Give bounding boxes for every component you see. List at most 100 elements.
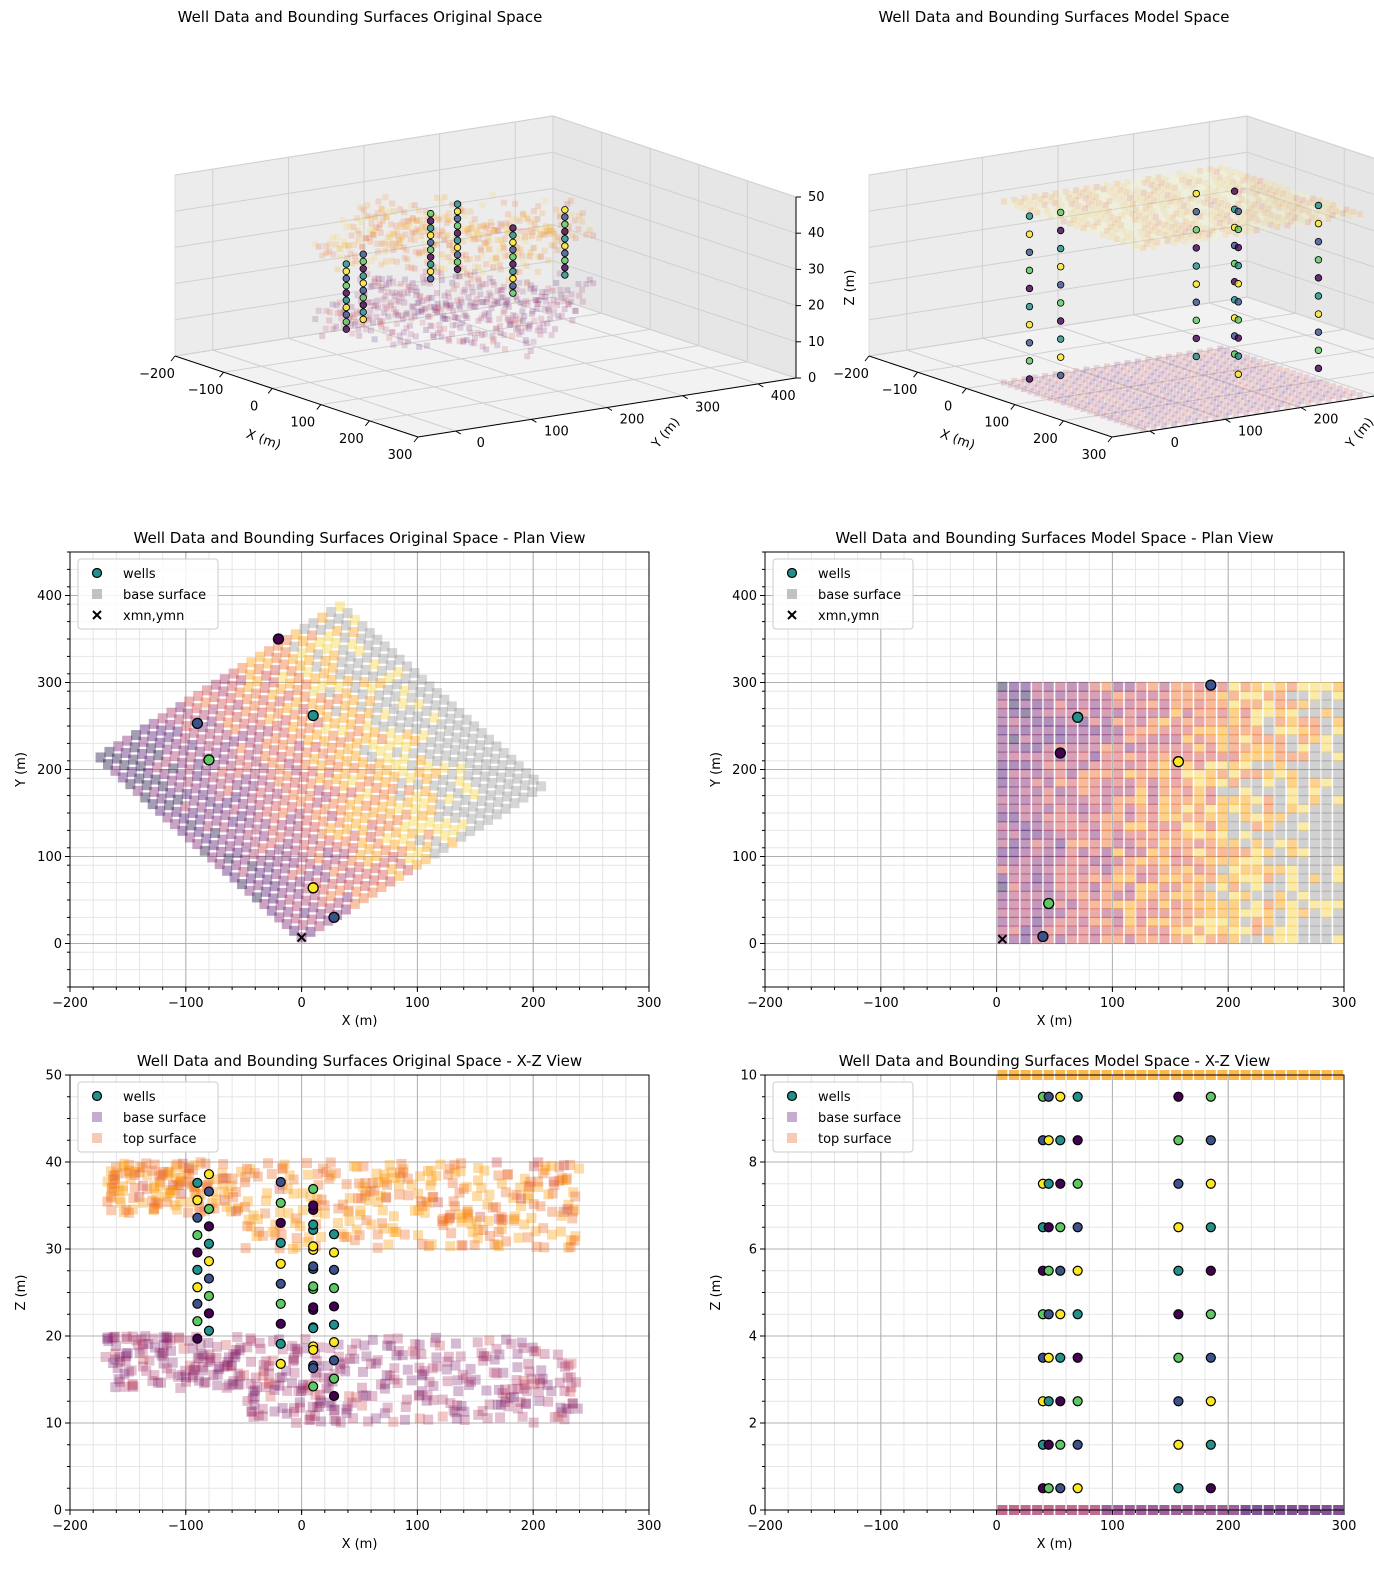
top-surface-point [172, 1204, 183, 1215]
base-surface-point [263, 1378, 274, 1389]
base-surface-point [100, 1351, 111, 1362]
base-surface-point [1090, 794, 1101, 805]
base-surface-point [237, 730, 248, 741]
top-surface-point [422, 208, 429, 215]
base-surface-point [512, 1348, 523, 1359]
base-surface-point [1133, 423, 1140, 430]
base-surface-point [423, 761, 434, 772]
base-surface-point [1182, 786, 1193, 797]
top-surface-point [332, 1217, 343, 1228]
base-surface-point [411, 723, 422, 734]
base-surface-point [381, 765, 392, 776]
base-surface-point [360, 732, 371, 743]
base-surface-point [1008, 760, 1019, 771]
top-surface-point [508, 1192, 519, 1203]
base-surface-point [1310, 734, 1321, 745]
top-surface-point [165, 1185, 176, 1196]
base-surface-point [1203, 396, 1210, 403]
base-surface-point [1252, 751, 1263, 762]
base-surface-point [1066, 925, 1077, 936]
well-point [1314, 346, 1323, 354]
base-surface-point [435, 799, 446, 810]
base-surface-point [140, 1331, 151, 1342]
base-surface-point [220, 1340, 231, 1351]
base-surface-point [392, 311, 399, 318]
well-marker [1172, 756, 1185, 768]
base-surface-point [1217, 908, 1228, 919]
base-surface-point [1052, 371, 1059, 378]
base-surface-point [1093, 374, 1100, 381]
base-surface-point [1107, 369, 1114, 376]
base-surface-point [239, 1369, 250, 1380]
base-surface-point [1043, 786, 1054, 797]
base-surface-point [1232, 411, 1239, 418]
panel-3d-model: −200−100010020030001002003004000246810X … [833, 8, 1374, 463]
top-surface-point [1299, 197, 1306, 204]
top-surface-point [438, 251, 445, 258]
base-surface-point [203, 1357, 214, 1368]
base-surface-point [288, 721, 299, 732]
base-surface-point [1209, 408, 1216, 415]
base-surface-point [497, 329, 504, 336]
base-surface-point [288, 1353, 299, 1364]
top-surface-point [480, 231, 487, 238]
top-surface-point [1201, 199, 1208, 206]
base-surface-point [1158, 406, 1165, 413]
base-surface-point [180, 801, 191, 812]
top-surface-point [393, 222, 400, 229]
base-surface-point [382, 684, 393, 695]
base-surface-point [1146, 392, 1153, 399]
base-surface-point [1266, 377, 1273, 384]
base-surface-point [1171, 847, 1182, 858]
base-surface-point [1286, 777, 1297, 788]
top-surface-point [569, 1204, 580, 1215]
base-surface-point [487, 778, 498, 789]
base-surface-point [1024, 382, 1031, 389]
top-surface-point [437, 1216, 448, 1227]
base-surface-point [303, 871, 314, 882]
well-point [509, 289, 517, 297]
top-surface-point [1177, 196, 1184, 203]
base-surface-point [234, 687, 245, 698]
base-surface-point [1101, 699, 1112, 710]
base-surface-point [1101, 402, 1108, 409]
base-surface-point [568, 291, 575, 298]
top-surface-point [463, 226, 470, 233]
top-surface-point [242, 1221, 253, 1232]
base-surface-point [433, 811, 444, 822]
base-surface-point [1208, 373, 1215, 380]
base-surface-point [1032, 699, 1043, 710]
base-surface-point [346, 787, 357, 798]
base-surface-point [441, 292, 448, 299]
base-surface-point [543, 289, 550, 296]
base-surface-point [1008, 855, 1019, 866]
top-surface-point [426, 1239, 437, 1250]
top-surface-point [341, 1232, 352, 1243]
base-surface-point [1263, 855, 1274, 866]
top-surface-point [376, 1218, 387, 1229]
base-surface-point [314, 1389, 325, 1400]
top-surface-point [1263, 225, 1270, 232]
base-surface-point [226, 828, 237, 839]
base-surface-point [390, 305, 397, 312]
x-tick-label: −200 [833, 367, 869, 382]
base-surface-point [173, 714, 184, 725]
top-surface-point [540, 1161, 551, 1172]
base-surface-point [347, 639, 358, 650]
base-surface-point [1329, 393, 1336, 400]
y-axis-label: Y (m) [709, 752, 724, 788]
base-surface-point [1020, 873, 1031, 884]
panel-title: Well Data and Bounding Surfaces Model Sp… [835, 529, 1273, 547]
well-point [359, 272, 367, 280]
base-surface-point [1055, 377, 1062, 384]
y-tick-label: 200 [1314, 413, 1339, 428]
base-surface-point [1090, 916, 1101, 927]
base-surface-point [1168, 405, 1175, 412]
y-tick [455, 430, 462, 435]
base-surface-point [372, 634, 383, 645]
base-surface-point [463, 770, 474, 781]
base-surface-point [1078, 864, 1089, 875]
top-surface-point [242, 1196, 253, 1207]
base-surface-point [1263, 690, 1274, 701]
base-surface-point [279, 863, 290, 874]
